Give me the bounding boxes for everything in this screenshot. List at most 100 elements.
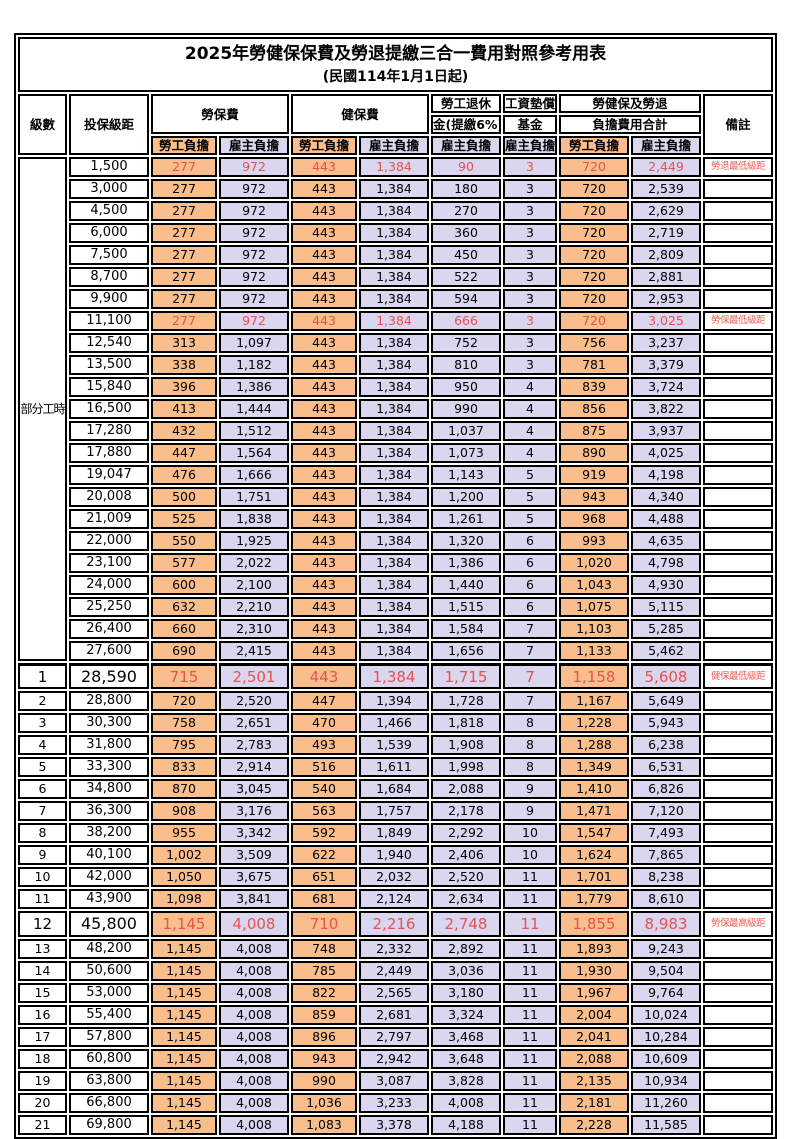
value-cell: 5,462 (631, 641, 701, 661)
note-cell (703, 1071, 774, 1091)
value-cell: 443 (291, 531, 357, 551)
value-cell: 443 (291, 619, 357, 639)
value-cell: 1,145 (151, 939, 217, 959)
col-header-note: 備註 (703, 94, 774, 155)
value-cell: 890 (559, 443, 629, 463)
table-row: 7,500 277 972 443 1,384 450 3 720 2,809 (18, 245, 774, 265)
grade-cell: 40,100 (69, 845, 149, 865)
level-cell: 4 (18, 735, 67, 755)
value-cell: 277 (151, 201, 217, 221)
value-cell: 180 (431, 179, 501, 199)
value-cell: 943 (291, 1049, 357, 1069)
value-cell: 1,512 (219, 421, 289, 441)
value-cell: 2,783 (219, 735, 289, 755)
value-cell: 563 (291, 801, 357, 821)
value-cell: 11 (503, 889, 557, 909)
value-cell: 8,238 (631, 867, 701, 887)
value-cell: 3,180 (431, 983, 501, 1003)
value-cell: 493 (291, 735, 357, 755)
note-cell (703, 531, 774, 551)
value-cell: 3 (503, 179, 557, 199)
note-cell (703, 823, 774, 843)
value-cell: 1,145 (151, 1005, 217, 1025)
value-cell: 1,261 (431, 509, 501, 529)
value-cell: 5 (503, 487, 557, 507)
value-cell: 2,629 (631, 201, 701, 221)
note-cell (703, 289, 774, 309)
value-cell: 1,083 (291, 1115, 357, 1135)
value-cell: 1,757 (359, 801, 429, 821)
value-cell: 11 (503, 1115, 557, 1135)
note-cell (703, 201, 774, 221)
value-cell: 600 (151, 575, 217, 595)
value-cell: 1,940 (359, 845, 429, 865)
value-cell: 715 (151, 663, 217, 689)
grade-cell: 42,000 (69, 867, 149, 887)
title-row: 2025年勞健保保費及勞退提繳三合一費用對照參考用表 (民國114年1月1日起) (18, 37, 774, 92)
value-cell: 2,748 (431, 911, 501, 937)
grade-cell: 60,800 (69, 1049, 149, 1069)
note-cell (703, 939, 774, 959)
value-cell: 3,841 (219, 889, 289, 909)
value-cell: 11 (503, 1027, 557, 1047)
value-cell: 1,384 (359, 619, 429, 639)
value-cell: 2,539 (631, 179, 701, 199)
value-cell: 1,998 (431, 757, 501, 777)
col-header-pension-line1: 勞工退休 (431, 94, 501, 113)
grade-cell: 63,800 (69, 1071, 149, 1091)
value-cell: 972 (219, 311, 289, 331)
value-cell: 4,025 (631, 443, 701, 463)
value-cell: 550 (151, 531, 217, 551)
grade-cell: 48,200 (69, 939, 149, 959)
value-cell: 1,908 (431, 735, 501, 755)
note-cell (703, 267, 774, 287)
value-cell: 4,008 (219, 983, 289, 1003)
value-cell: 592 (291, 823, 357, 843)
table-row: 1 28,590 715 2,501 443 1,384 1,715 7 1,158 5,608 健… (18, 663, 774, 689)
value-cell: 1,440 (431, 575, 501, 595)
value-cell: 8,610 (631, 889, 701, 909)
value-cell: 859 (291, 1005, 357, 1025)
table-row: 26,400 660 2,310 443 1,384 1,584 7 1,103 5,285 (18, 619, 774, 639)
value-cell: 1,384 (359, 245, 429, 265)
level-cell: 8 (18, 823, 67, 843)
value-cell: 270 (431, 201, 501, 221)
value-cell: 1,384 (359, 157, 429, 177)
value-cell: 1,143 (431, 465, 501, 485)
value-cell: 1,384 (359, 443, 429, 463)
value-cell: 3,828 (431, 1071, 501, 1091)
value-cell: 443 (291, 663, 357, 689)
table-row: 21,009 525 1,838 443 1,384 1,261 5 968 4,488 (18, 509, 774, 529)
value-cell: 3,036 (431, 961, 501, 981)
table-row: 27,600 690 2,415 443 1,384 1,656 7 1,133 5,462 (18, 641, 774, 661)
value-cell: 1,656 (431, 641, 501, 661)
value-cell: 8 (503, 713, 557, 733)
grade-cell: 16,500 (69, 399, 149, 419)
value-cell: 993 (559, 531, 629, 551)
value-cell: 10 (503, 823, 557, 843)
value-cell: 632 (151, 597, 217, 617)
value-cell: 4,635 (631, 531, 701, 551)
value-cell: 11 (503, 939, 557, 959)
grade-cell: 9,900 (69, 289, 149, 309)
subheader-health-employer: 雇主負擔 (359, 136, 429, 155)
note-cell (703, 1049, 774, 1069)
value-cell: 5,649 (631, 691, 701, 711)
value-cell: 1,967 (559, 983, 629, 1003)
note-cell (703, 443, 774, 463)
table-row: 17,280 432 1,512 443 1,384 1,037 4 875 3,937 (18, 421, 774, 441)
value-cell: 396 (151, 377, 217, 397)
value-cell: 443 (291, 355, 357, 375)
value-cell: 896 (291, 1027, 357, 1047)
table-row: 10 42,000 1,050 3,675 651 2,032 2,520 11 1,701 8,… (18, 867, 774, 887)
value-cell: 4 (503, 377, 557, 397)
table-row: 11 43,900 1,098 3,841 681 2,124 2,634 11 1,779 8,… (18, 889, 774, 909)
value-cell: 1,384 (359, 487, 429, 507)
note-cell (703, 355, 774, 375)
value-cell: 2,032 (359, 867, 429, 887)
grade-cell: 17,880 (69, 443, 149, 463)
value-cell: 277 (151, 179, 217, 199)
table-row: 7 36,300 908 3,176 563 1,757 2,178 9 1,471 7,120 (18, 801, 774, 821)
col-header-wagefund-line2: 基金 (503, 115, 557, 134)
value-cell: 720 (559, 201, 629, 221)
